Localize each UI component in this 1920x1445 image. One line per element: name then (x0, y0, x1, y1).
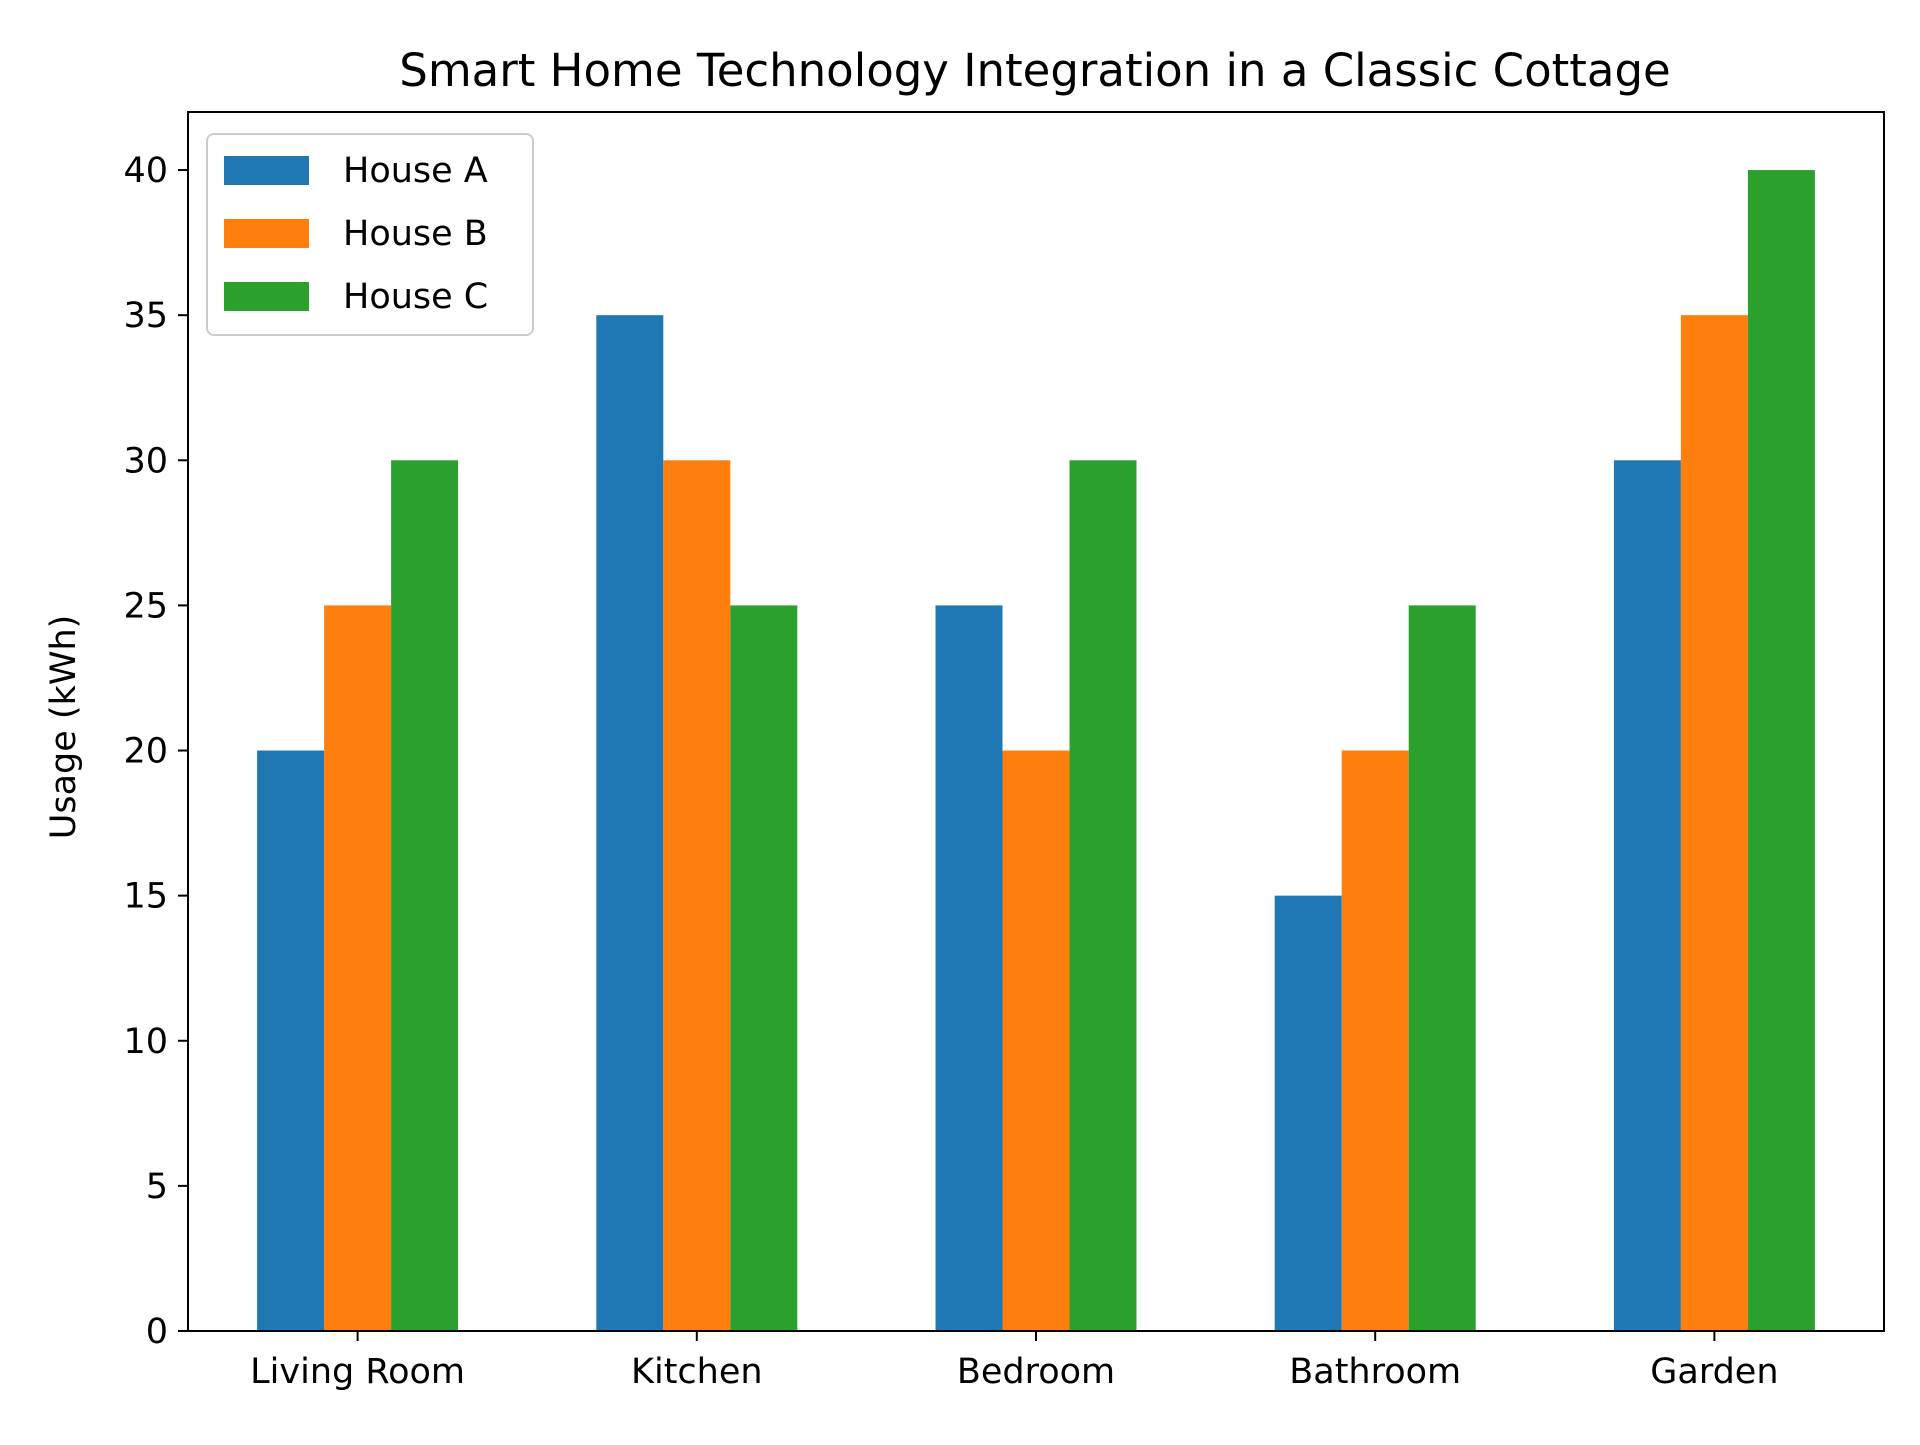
y-tick-label: 40 (123, 151, 168, 191)
legend-swatch (224, 156, 309, 185)
y-tick-label: 15 (123, 877, 168, 917)
bar-house-a-garden (1613, 460, 1681, 1331)
bar-house-b-bedroom (1002, 750, 1070, 1331)
legend: House A House B House C (206, 133, 534, 336)
bar-house-b-bathroom (1341, 750, 1409, 1331)
legend-swatch (224, 219, 309, 248)
legend-entry-label: House B (343, 214, 488, 254)
y-tick-label: 30 (123, 441, 168, 481)
bar-house-c-bathroom (1408, 605, 1476, 1331)
bar-house-c-kitchen (730, 605, 798, 1331)
bar-house-c-bedroom (1069, 460, 1137, 1331)
bar-house-b-living-room (324, 605, 392, 1331)
x-tick-label: Garden (1650, 1352, 1778, 1392)
y-axis-label: Usage (kWh) (44, 615, 84, 840)
bar-house-a-bathroom (1274, 895, 1342, 1331)
bar-house-a-living-room (257, 750, 325, 1331)
bar-house-a-bedroom (935, 605, 1003, 1331)
x-tick-label: Bedroom (957, 1352, 1115, 1392)
legend-entry-label: House A (343, 151, 488, 191)
bar-house-b-kitchen (663, 460, 731, 1331)
legend-entry-label: House C (343, 277, 488, 317)
x-tick-label: Kitchen (631, 1352, 763, 1392)
y-tick-label: 5 (146, 1167, 168, 1207)
y-tick-label: 25 (123, 586, 168, 626)
y-tick-label: 35 (123, 296, 168, 336)
bars-layer (257, 170, 1815, 1332)
y-tick-label: 10 (123, 1022, 168, 1062)
bar-house-c-living-room (391, 460, 459, 1331)
x-tick-label: Living Room (250, 1352, 465, 1392)
axes-layer: 0 5 10 15 20 25 30 35 40 Living Room Kitchen Bedroo… (123, 111, 1885, 1392)
bar-house-b-garden (1680, 315, 1748, 1332)
legend-swatch (224, 282, 309, 311)
chart-title: Smart Home Technology Integration in a C… (399, 44, 1670, 97)
y-tick-label: 20 (123, 732, 168, 772)
y-tick-label: 0 (146, 1312, 168, 1352)
bar-house-c-garden (1747, 170, 1815, 1332)
bar-house-a-kitchen (596, 315, 664, 1332)
x-tick-label: Bathroom (1289, 1352, 1461, 1392)
